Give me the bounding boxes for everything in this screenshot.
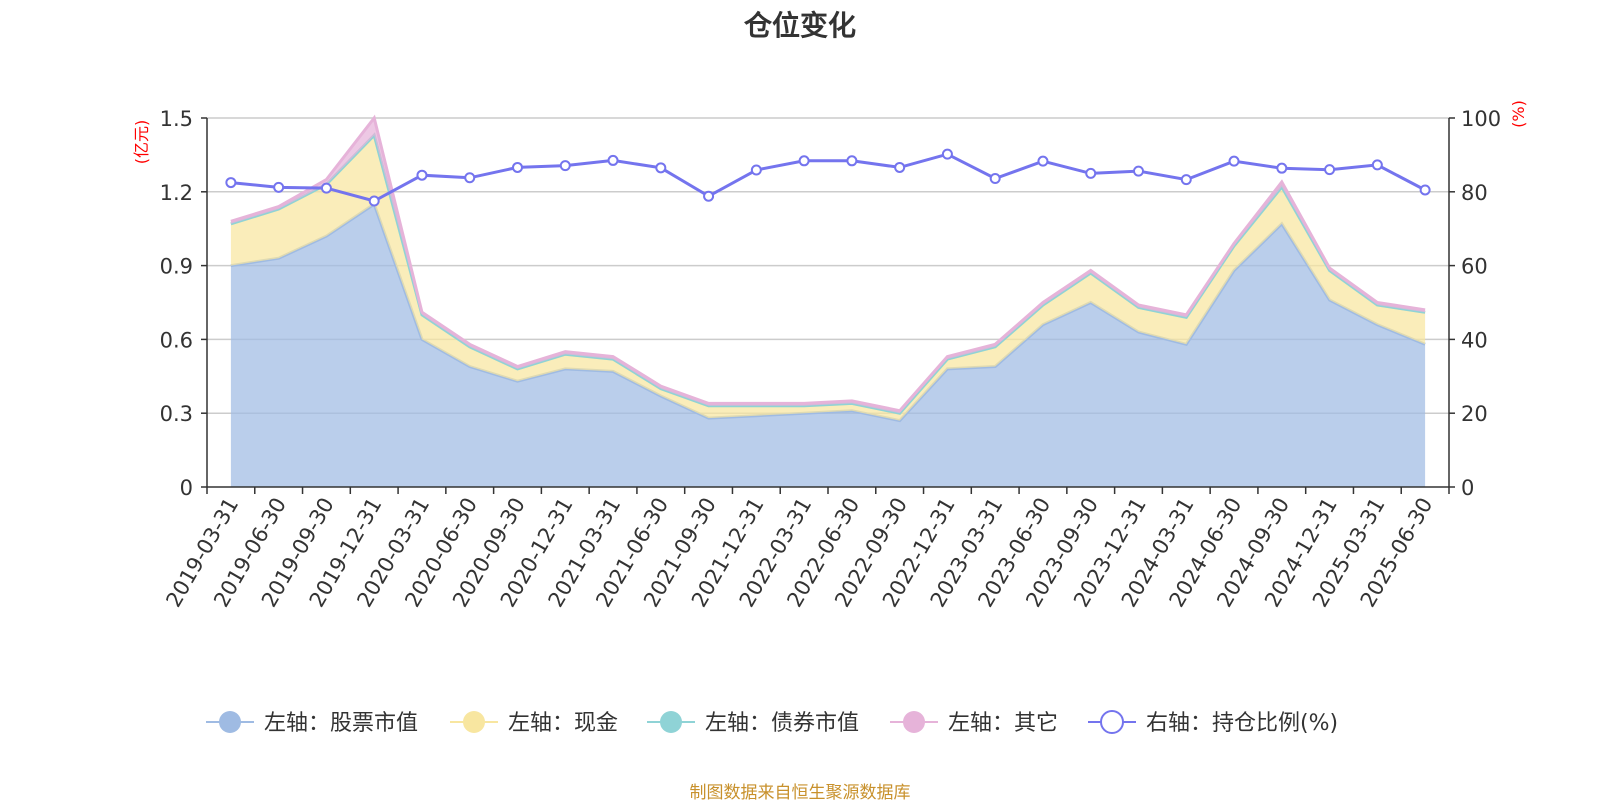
ratio-point[interactable] [512,161,523,173]
ratio-point[interactable] [846,155,858,167]
ratio-point[interactable] [655,162,667,174]
ratio-point[interactable] [703,190,715,202]
ratio-point[interactable] [225,177,237,189]
right-tick-label: 100 [1461,107,1501,131]
ratio-point[interactable] [416,169,428,181]
ratio-point[interactable] [1180,174,1192,186]
ratio-point[interactable] [894,161,906,173]
area-series-1 [230,135,1426,421]
legend-swatch-dot [660,711,682,733]
ratio-point[interactable] [750,164,762,176]
legend-swatch-dot [903,711,925,733]
ratio-point[interactable] [607,154,619,166]
legend-item-3[interactable]: 左轴：其它 [890,711,1058,736]
right-axis-unit: (%) [1509,100,1528,128]
legend-label: 左轴：债券市值 [705,711,859,736]
ratio-line [225,148,1431,207]
data-source-note: 制图数据来自恒生聚源数据库 [689,783,911,803]
legend-item-2[interactable]: 左轴：债券市值 [647,711,859,736]
ratio-point[interactable] [798,155,810,167]
ratio-point[interactable] [559,160,571,172]
left-tick-label: 0.3 [160,402,193,426]
legend-swatch-dot [219,711,241,733]
right-tick-label: 20 [1461,402,1488,426]
ratio-point[interactable] [1085,167,1097,179]
legend-swatch-dot [1100,710,1124,734]
left-tick-label: 0.9 [160,255,193,279]
ratio-point[interactable] [1228,155,1240,167]
legend-label: 左轴：其它 [948,711,1058,736]
ratio-line-path [230,152,1426,203]
ratio-point[interactable] [273,181,285,193]
ratio-point[interactable] [464,172,476,184]
ratio-point[interactable] [320,182,332,194]
legend-item-1[interactable]: 左轴：现金 [450,711,618,736]
right-tick-label: 40 [1461,328,1488,352]
right-tick-label: 60 [1461,255,1488,279]
legend-label: 右轴：持仓比例(%) [1146,711,1338,736]
ratio-point[interactable] [1324,164,1336,176]
ratio-point[interactable] [941,148,953,160]
right-tick-label: 80 [1461,181,1488,205]
left-tick-label: 1.5 [160,107,193,131]
area-series-3-edge [230,114,1426,413]
left-tick-label: 0 [180,476,193,500]
ratio-point[interactable] [1371,159,1383,171]
ratio-point[interactable] [1276,162,1288,174]
left-tick-label: 0.6 [160,328,193,352]
ratio-point[interactable] [989,173,1001,185]
legend-swatch-dot [463,711,485,733]
left-tick-label: 1.2 [160,181,193,205]
ratio-point[interactable] [1133,165,1144,177]
legend[interactable]: 左轴：股票市值 左轴：现金 左轴：债券市值 左轴：其它 右轴：持仓比例(%) [206,710,1338,736]
ratio-point[interactable] [368,195,380,207]
ratio-point[interactable] [1419,184,1431,196]
right-tick-label: 0 [1461,476,1474,500]
ratio-point[interactable] [1037,155,1049,167]
legend-label: 左轴：现金 [508,711,618,736]
legend-label: 左轴：股票市值 [264,711,418,736]
area-series-0 [230,204,1426,487]
left-axis-unit: (亿元) [132,120,151,165]
stacked-areas [230,114,1426,487]
chart-title: 仓位变化 [743,9,856,42]
legend-item-4[interactable]: 右轴：持仓比例(%) [1088,710,1338,736]
legend-item-0[interactable]: 左轴：股票市值 [206,711,418,736]
